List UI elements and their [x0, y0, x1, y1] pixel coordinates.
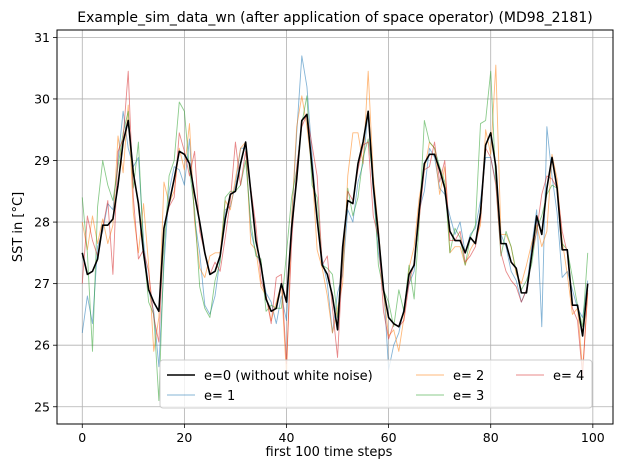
axis-ticks: 0 20 40 60 80 100 25 26 27 28 29 30 31: [34, 30, 605, 445]
x-tick-label-0: 0: [78, 430, 86, 445]
series-line-e0: [81, 110, 589, 337]
x-tick-label-100: 100: [581, 430, 605, 445]
y-tick-label-30: 30: [34, 91, 50, 106]
series-line-e2: [81, 64, 589, 377]
x-tick-label-80: 80: [483, 430, 499, 445]
legend-label-e0: e=0 (without white noise): [204, 369, 373, 384]
x-axis-label: first 100 time steps: [266, 445, 393, 460]
y-tick-label-25: 25: [34, 399, 50, 414]
x-tick-label-20: 20: [176, 430, 192, 445]
legend: e=0 (without white noise) e= 1 e= 2 e= 3…: [159, 359, 593, 409]
y-tick-label-28: 28: [34, 215, 50, 230]
plot-area-frame: [56, 29, 614, 425]
legend-label-e2: e= 2: [453, 369, 484, 384]
legend-box: [159, 359, 593, 409]
x-tick-label-60: 60: [381, 430, 397, 445]
legend-label-e4: e= 4: [553, 369, 584, 384]
x-tick-label-40: 40: [279, 430, 295, 445]
y-tick-label-29: 29: [34, 153, 50, 168]
y-axis-label: SST in [°C]: [11, 192, 26, 262]
y-tick-label-26: 26: [34, 338, 50, 353]
series-lines: [81, 55, 589, 402]
chart-title: Example_sim_data_wn (after application o…: [77, 10, 592, 26]
y-tick-label-27: 27: [34, 276, 50, 291]
legend-label-e1: e= 1: [204, 389, 235, 404]
legend-label-e3: e= 3: [453, 389, 484, 404]
y-tick-label-31: 31: [34, 30, 50, 45]
